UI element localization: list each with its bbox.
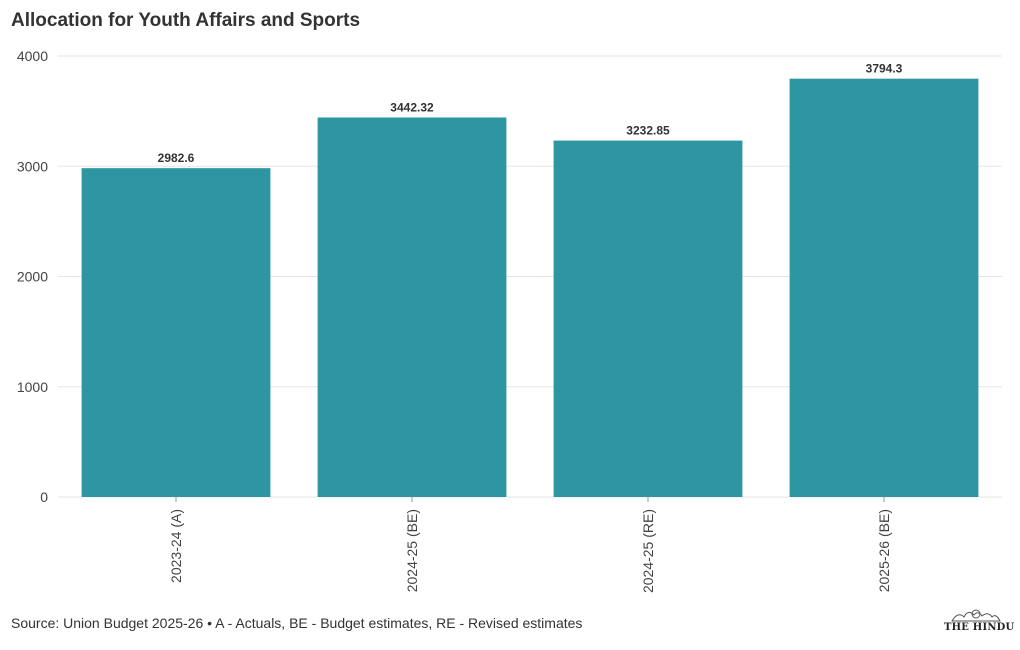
logo-emblem-icon	[951, 609, 1001, 622]
bar	[81, 168, 271, 498]
chart-title: Allocation for Youth Affairs and Sports	[11, 10, 361, 31]
bar	[317, 117, 507, 497]
x-tick-label: 2023-24 (A)	[168, 509, 184, 583]
bar	[553, 140, 743, 497]
x-tick-label: 2024-25 (BE)	[404, 509, 420, 592]
bar-data-label: 3232.85	[626, 124, 670, 138]
y-tick-label: 4000	[17, 48, 48, 64]
bar-chart: 0 1000 2000 3000 4000 2982.6 2023-24 (A) 3442.3…	[17, 48, 1002, 593]
bar-data-label: 3794.3	[866, 62, 903, 76]
bar	[789, 78, 979, 497]
x-tick-label: 2025-26 (BE)	[876, 509, 892, 592]
y-tick-label: 0	[40, 489, 48, 505]
y-tick-label: 3000	[17, 158, 48, 174]
logo-text: THE HINDU	[944, 622, 1015, 633]
source-note: Source: Union Budget 2025-26 • A - Actua…	[11, 615, 583, 631]
bar-data-label: 2982.6	[158, 151, 195, 165]
y-tick-label: 1000	[17, 379, 48, 395]
x-tick-label: 2024-25 (RE)	[640, 509, 656, 593]
y-tick-label: 2000	[17, 269, 48, 285]
bar-data-label: 3442.32	[390, 100, 434, 114]
the-hindu-logo: THE HINDU	[944, 607, 1015, 637]
